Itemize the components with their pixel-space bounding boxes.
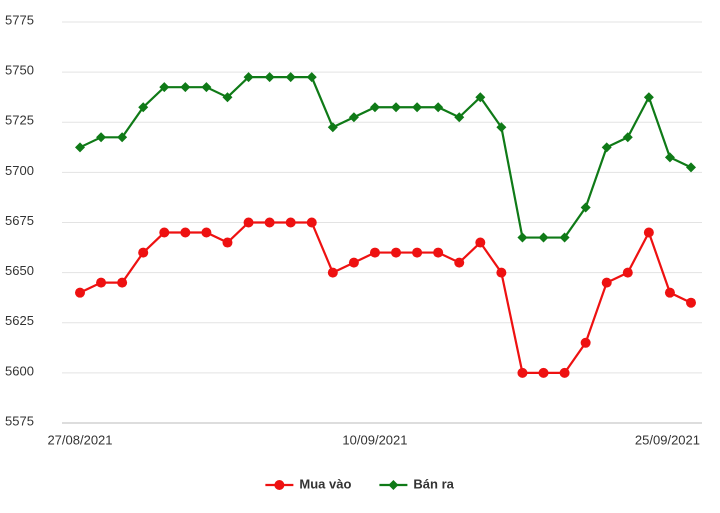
- legend-marker: [274, 480, 285, 490]
- x-tick-label: 27/08/2021: [47, 432, 112, 447]
- point: [75, 142, 85, 153]
- point: [686, 162, 696, 173]
- y-tick-label: 5675: [5, 213, 34, 228]
- point: [433, 247, 444, 258]
- point: [496, 267, 507, 278]
- point: [517, 232, 528, 243]
- point: [180, 227, 191, 238]
- point: [327, 267, 338, 278]
- point: [201, 82, 212, 93]
- point: [369, 247, 380, 258]
- point: [159, 227, 170, 238]
- point: [517, 367, 528, 378]
- point: [433, 102, 444, 113]
- point: [454, 112, 465, 123]
- point: [664, 152, 675, 163]
- point: [622, 132, 633, 143]
- point: [369, 102, 380, 113]
- y-tick-label: 5750: [5, 63, 34, 78]
- point: [348, 112, 359, 123]
- point: [391, 247, 402, 258]
- point: [454, 257, 465, 268]
- point: [201, 227, 212, 238]
- legend-marker: [388, 480, 399, 490]
- legend-label: Bán ra: [413, 476, 454, 491]
- y-tick-label: 5700: [5, 163, 34, 178]
- point: [664, 287, 675, 298]
- point: [643, 227, 654, 238]
- point: [138, 102, 149, 113]
- point: [117, 132, 128, 143]
- point: [643, 92, 654, 103]
- point: [243, 217, 254, 228]
- y-tick-label: 5725: [5, 113, 34, 128]
- y-tick-label: 5575: [5, 413, 34, 428]
- y-tick-label: 5775: [5, 12, 34, 27]
- point: [75, 287, 85, 298]
- point: [686, 297, 696, 308]
- point: [538, 367, 549, 378]
- point: [285, 217, 296, 228]
- point: [412, 247, 423, 258]
- y-tick-label: 5650: [5, 263, 34, 278]
- x-tick-label: 10/09/2021: [342, 432, 407, 447]
- point: [580, 337, 591, 348]
- series-line: [79, 221, 692, 374]
- point: [180, 82, 191, 93]
- point: [496, 122, 507, 133]
- point: [580, 202, 591, 213]
- point: [348, 257, 359, 268]
- point: [96, 277, 107, 288]
- point: [306, 217, 317, 228]
- legend-label: Mua vào: [299, 476, 351, 491]
- point: [601, 142, 612, 153]
- point: [264, 72, 275, 83]
- point: [559, 367, 570, 378]
- point: [222, 237, 233, 248]
- y-tick-label: 5600: [5, 363, 34, 378]
- point: [601, 277, 612, 288]
- legend: Mua vào Bán ra: [265, 476, 455, 491]
- point: [327, 122, 338, 133]
- point: [412, 102, 423, 113]
- point: [285, 72, 296, 83]
- point: [559, 232, 570, 243]
- x-tick-label: 25/09/2021: [635, 432, 700, 447]
- point: [475, 237, 486, 248]
- point: [243, 72, 254, 83]
- point: [117, 277, 128, 288]
- point: [264, 217, 275, 228]
- point: [538, 232, 549, 243]
- point: [391, 102, 402, 113]
- point: [138, 247, 149, 258]
- point: [622, 267, 633, 278]
- point: [222, 92, 233, 103]
- point: [475, 92, 486, 103]
- point: [306, 72, 317, 83]
- y-tick-label: 5625: [5, 313, 34, 328]
- series-line: [79, 76, 692, 239]
- point: [159, 82, 170, 93]
- point: [96, 132, 107, 143]
